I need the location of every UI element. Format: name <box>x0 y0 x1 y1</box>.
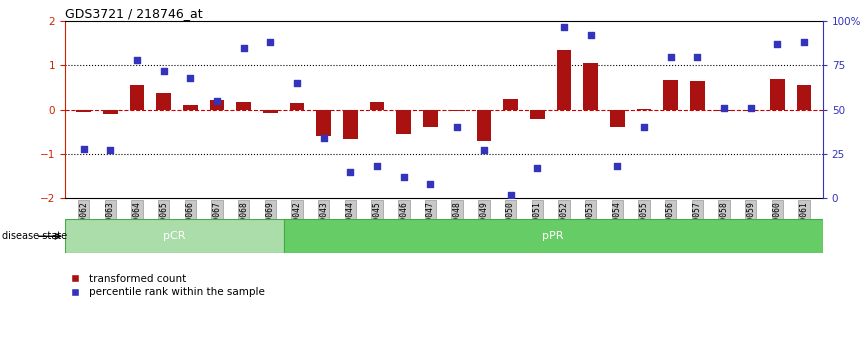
Point <box>797 40 811 45</box>
Point <box>423 181 437 187</box>
Bar <box>183 105 197 110</box>
Point <box>530 165 544 171</box>
Bar <box>797 85 811 110</box>
Text: pPR: pPR <box>542 231 564 241</box>
Bar <box>290 103 305 110</box>
Bar <box>610 110 624 127</box>
Bar <box>76 110 91 112</box>
Bar <box>583 63 598 110</box>
Point <box>450 125 464 130</box>
Point <box>663 54 677 59</box>
Point <box>344 169 358 175</box>
Bar <box>316 110 331 136</box>
Point <box>584 33 598 38</box>
Bar <box>690 81 705 110</box>
Bar <box>284 219 823 253</box>
Point <box>477 148 491 153</box>
Bar <box>130 85 145 110</box>
Point <box>157 68 171 74</box>
Bar <box>423 110 438 127</box>
Bar <box>343 110 358 138</box>
Bar <box>236 102 251 110</box>
Bar <box>503 99 518 110</box>
Point <box>263 40 277 45</box>
Point <box>637 125 651 130</box>
Point <box>397 174 410 180</box>
Bar <box>637 109 651 110</box>
Text: GDS3721 / 218746_at: GDS3721 / 218746_at <box>65 7 203 20</box>
Legend: transformed count, percentile rank within the sample: transformed count, percentile rank withi… <box>70 274 265 297</box>
Point <box>611 164 624 169</box>
Point <box>504 192 518 198</box>
Bar <box>157 93 171 110</box>
Bar <box>530 110 545 120</box>
Point <box>236 45 250 51</box>
Text: pCR: pCR <box>163 231 185 241</box>
Point <box>317 135 331 141</box>
Point <box>557 24 571 29</box>
Bar <box>370 102 385 110</box>
Point <box>690 54 704 59</box>
Point <box>184 75 197 81</box>
Bar <box>263 110 278 113</box>
Point <box>370 164 384 169</box>
Point <box>744 105 758 111</box>
Bar <box>103 110 118 114</box>
Point <box>717 105 731 111</box>
Bar <box>397 110 411 134</box>
Point <box>290 80 304 86</box>
Point <box>77 146 91 152</box>
Point <box>103 148 117 153</box>
Point <box>210 98 224 104</box>
Bar <box>770 79 785 110</box>
Bar <box>65 219 284 253</box>
Point <box>130 57 144 63</box>
Bar <box>663 80 678 110</box>
Bar <box>210 100 224 110</box>
Text: disease state: disease state <box>2 231 67 241</box>
Bar <box>476 110 491 141</box>
Point <box>771 41 785 47</box>
Bar <box>557 50 572 110</box>
